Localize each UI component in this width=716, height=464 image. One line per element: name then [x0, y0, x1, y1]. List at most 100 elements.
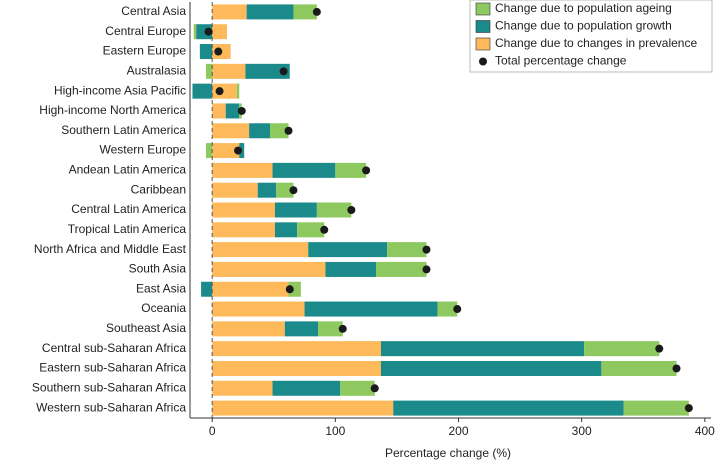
- bar-segment: [206, 143, 213, 159]
- bar-segment: [212, 321, 285, 337]
- bar-segment: [245, 63, 290, 79]
- bar-segment: [212, 242, 309, 258]
- category-label: Central Europe: [105, 24, 186, 38]
- bar-segment: [308, 242, 388, 258]
- legend-box: [469, 0, 713, 73]
- total-dot: [338, 324, 347, 333]
- category-label: Central Latin America: [71, 202, 186, 216]
- total-dot: [279, 67, 288, 76]
- category-label: Tropical Latin America: [68, 222, 187, 236]
- category-label: Andean Latin America: [69, 163, 187, 177]
- total-dot: [285, 285, 294, 294]
- total-dot: [204, 27, 213, 36]
- bar-segment: [212, 143, 240, 159]
- bar-segment: [212, 4, 247, 20]
- legend-label: Total percentage change: [495, 54, 627, 68]
- total-dot: [655, 344, 664, 353]
- category-label: Southern Latin America: [61, 123, 186, 137]
- bar-segment: [272, 380, 341, 396]
- bar-segment: [284, 321, 319, 337]
- total-dot: [672, 364, 681, 373]
- total-dot: [312, 7, 321, 16]
- bar-segment: [325, 261, 376, 277]
- bar-segment: [304, 301, 438, 317]
- category-label: Central sub-Saharan Africa: [42, 341, 186, 355]
- x-tick-label: 0: [209, 424, 216, 438]
- legend-swatch: [475, 20, 491, 33]
- bar-segment: [212, 182, 258, 198]
- category-label: High-income Asia Pacific: [54, 83, 186, 97]
- total-dot: [422, 265, 431, 274]
- bar-segment: [318, 321, 343, 337]
- bar-segment: [387, 242, 427, 258]
- category-label: Western Europe: [100, 143, 187, 157]
- category-label: Eastern Europe: [103, 44, 187, 58]
- bar-segment: [272, 162, 336, 178]
- bar-segment: [225, 103, 240, 119]
- bar-segment: [212, 162, 273, 178]
- bar-segment: [380, 360, 602, 376]
- bar-segment: [601, 360, 677, 376]
- category-label: Oceania: [141, 301, 186, 315]
- bar-segment: [212, 202, 275, 218]
- category-label: Caribbean: [131, 182, 186, 196]
- x-tick-label: 100: [325, 424, 345, 438]
- total-dot: [284, 126, 293, 135]
- bar-segment: [212, 281, 289, 297]
- bar-segment: [236, 83, 240, 99]
- bar-segment: [212, 400, 394, 416]
- bar-segment: [257, 182, 277, 198]
- bar-segment: [393, 400, 624, 416]
- bar-segment: [193, 24, 197, 40]
- x-tick-label: 200: [448, 424, 468, 438]
- legend-label: Change due to changes in prevalence: [495, 36, 697, 50]
- bar-segment: [335, 162, 367, 178]
- bar-segment: [212, 123, 250, 139]
- bar-segment: [274, 202, 317, 218]
- total-dot: [422, 245, 431, 254]
- category-label: Southeast Asia: [106, 321, 186, 335]
- legend-dot: [479, 57, 487, 66]
- bar-segment: [276, 182, 294, 198]
- total-dot: [289, 186, 298, 195]
- total-dot: [453, 305, 462, 314]
- bar-segment: [623, 400, 689, 416]
- total-dot: [370, 384, 379, 393]
- bar-segment: [340, 380, 375, 396]
- category-label: High-income North America: [39, 103, 186, 117]
- x-tick-label: 400: [695, 424, 715, 438]
- category-label: Western sub-Saharan Africa: [36, 400, 186, 414]
- total-dot: [347, 206, 356, 214]
- total-dot: [234, 146, 243, 155]
- bar-segment: [206, 63, 213, 79]
- category-label: Southern sub-Saharan Africa: [32, 380, 186, 394]
- bar-segment: [201, 281, 213, 297]
- category-label: Eastern sub-Saharan Africa: [39, 361, 186, 375]
- bar-segment: [212, 63, 246, 79]
- total-dot: [215, 87, 224, 96]
- bar-segment: [270, 123, 289, 139]
- total-dot: [237, 106, 246, 115]
- bar-segment: [212, 360, 381, 376]
- legend-label: Change due to population ageing: [495, 1, 672, 15]
- bar-segment: [192, 83, 213, 99]
- bar-segment: [274, 222, 298, 238]
- total-dot: [684, 404, 693, 413]
- total-dot: [362, 166, 371, 175]
- bar-segment: [212, 341, 381, 357]
- bar-segment: [375, 261, 427, 277]
- x-tick-label: 300: [572, 424, 592, 438]
- bar-segment: [288, 281, 301, 297]
- bar-segment: [212, 103, 226, 119]
- bar-segment: [246, 4, 294, 20]
- legend-label: Change due to population growth: [495, 19, 672, 33]
- bar-segment: [297, 222, 325, 238]
- bar-segment: [249, 123, 271, 139]
- category-label: Australasia: [127, 64, 187, 78]
- bar-segment: [293, 4, 317, 20]
- bar-segment: [316, 202, 352, 218]
- total-dot: [320, 225, 329, 234]
- bar-segment: [212, 261, 326, 277]
- category-label: Central Asia: [121, 4, 186, 18]
